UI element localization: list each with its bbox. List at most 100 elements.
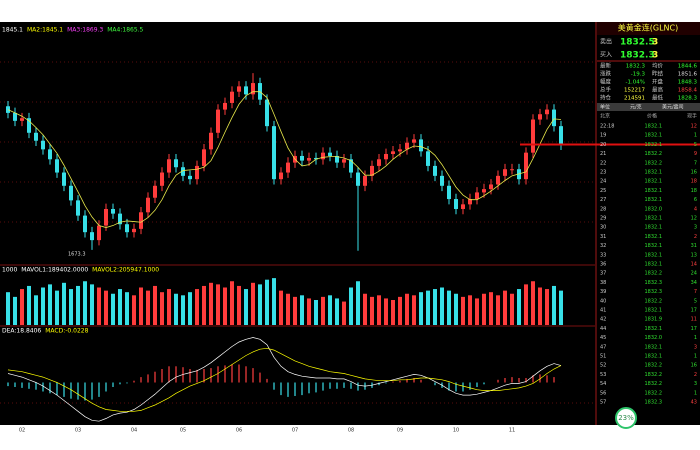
candle-body — [181, 167, 185, 176]
candle-body — [405, 142, 409, 150]
volume-bar — [405, 293, 409, 325]
legend-entry: MACD:-0.0228 — [45, 328, 88, 335]
volume-bar — [272, 278, 276, 325]
tick-price: 1832.1 — [645, 354, 663, 360]
volume-bar — [461, 296, 465, 325]
tick-time: 51 — [600, 354, 606, 360]
x-tick-label: 03 — [75, 428, 81, 434]
dea-line — [7, 347, 562, 412]
tick-volume: 13 — [691, 252, 697, 258]
tick-volume: 7 — [694, 289, 697, 295]
stat-label: 最低 — [652, 94, 664, 102]
tick-volume: 34 — [691, 280, 697, 286]
dif-line — [7, 337, 562, 422]
volume-bar — [139, 287, 143, 325]
volume-bar — [503, 290, 507, 325]
stat-label: 昨结 — [652, 70, 664, 78]
tick-volume: 2 — [694, 234, 697, 240]
volume-bar — [223, 287, 227, 325]
volume-bar — [384, 298, 388, 325]
candle-body — [391, 151, 395, 154]
tick-price: 1832.1 — [645, 179, 663, 185]
volume-bar — [468, 295, 472, 325]
tick-volume: 17 — [691, 326, 697, 332]
candle-body — [349, 159, 353, 173]
volume-bar — [20, 289, 24, 325]
tick-volume: 1 — [694, 390, 697, 396]
tick-price: 1832.2 — [645, 363, 663, 369]
candle-body — [356, 172, 360, 186]
volume-bar — [202, 285, 206, 325]
tick-volume: 3 — [694, 225, 697, 231]
column-header: 现手 — [687, 113, 697, 120]
tick-price: 1832.3 — [645, 280, 663, 286]
x-tick-label: 11 — [509, 428, 515, 434]
tick-volume: 1 — [694, 335, 697, 341]
candle-body — [454, 199, 458, 209]
legend-entry: 1000 — [2, 267, 17, 274]
tick-time: 20 — [600, 142, 606, 148]
candle-body — [41, 140, 45, 150]
tick-time: 47 — [600, 344, 606, 350]
candle-body — [342, 159, 346, 163]
candle-body — [426, 151, 430, 166]
candle-body — [202, 149, 206, 166]
candle-body — [461, 204, 465, 209]
x-tick-label: 02 — [19, 428, 25, 434]
tick-volume: 43 — [691, 400, 697, 406]
x-tick-label: 09 — [397, 428, 403, 434]
tick-time: 44 — [600, 326, 606, 332]
volume-bar — [76, 285, 80, 325]
tick-time: 30 — [600, 225, 606, 231]
candle-body — [244, 86, 248, 95]
x-tick-label: 05 — [180, 428, 186, 434]
volume-bar — [195, 289, 199, 325]
volume-bar — [181, 295, 185, 325]
volume-bar — [531, 281, 535, 325]
progress-badge — [615, 407, 637, 429]
candle-body — [552, 109, 556, 127]
tick-price: 1832.2 — [645, 381, 663, 387]
tick-time: 41 — [600, 308, 606, 314]
candle-body — [237, 86, 241, 92]
volume-bar — [153, 285, 157, 325]
volume-bar — [286, 293, 290, 325]
volume-bar — [216, 284, 220, 325]
candle-body — [398, 149, 402, 152]
tick-time: 42 — [600, 317, 606, 323]
tick-time: 45 — [600, 335, 606, 341]
tick-price: 1832.1 — [645, 308, 663, 314]
stat-label: 开盘 — [652, 78, 664, 86]
tick-time: 27 — [600, 197, 606, 203]
volume-bar — [83, 281, 87, 325]
volume-bar — [447, 290, 451, 325]
candle-body — [531, 119, 535, 153]
volume-bar — [160, 292, 164, 325]
x-tick-label: 06 — [236, 428, 242, 434]
volume-bar — [517, 289, 521, 325]
candle-body — [279, 172, 283, 180]
tick-volume: 16 — [691, 170, 697, 176]
tick-price: 1832.1 — [645, 188, 663, 194]
stat-value: 1848.3 — [678, 80, 698, 86]
candle-body — [34, 132, 38, 141]
candle-body — [195, 165, 199, 180]
candle-body — [377, 159, 381, 166]
volume-bar — [454, 293, 458, 325]
stat-label: 最高 — [652, 86, 664, 94]
tick-time: 22:18 — [600, 124, 614, 130]
volume-bar — [489, 292, 493, 325]
tick-price: 1832.1 — [645, 197, 663, 203]
candle-body — [111, 208, 115, 214]
stat-value: 152217 — [624, 88, 645, 94]
volume-bar — [496, 295, 500, 325]
candle-body — [188, 175, 192, 180]
volume-bar — [265, 279, 269, 325]
tick-time: 52 — [600, 363, 606, 369]
tick-time: 53 — [600, 372, 606, 378]
legend-entry: MA4:1865.5 — [107, 27, 143, 34]
candle-body — [160, 172, 164, 186]
tick-time: 57 — [600, 400, 606, 406]
tick-volume: 5 — [694, 142, 697, 148]
